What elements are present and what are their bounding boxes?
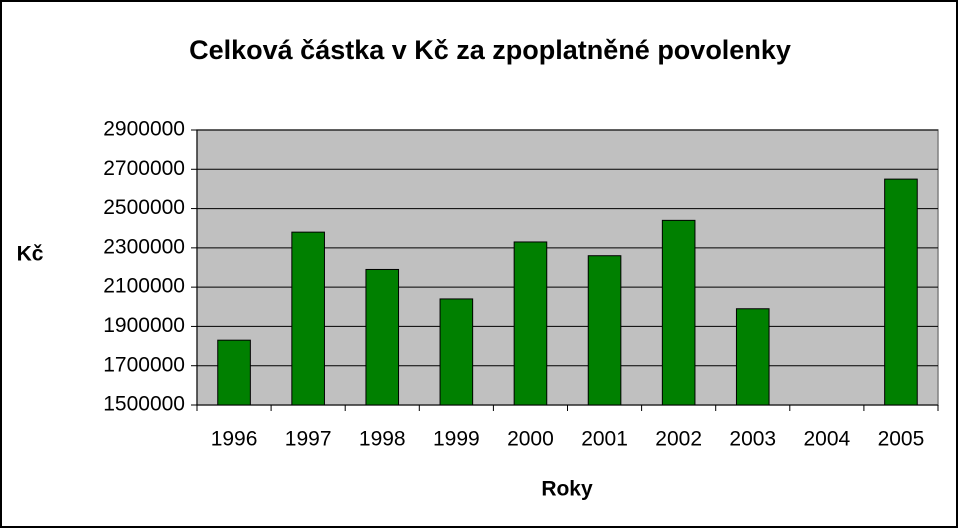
y-tick-label: 1500000: [103, 393, 185, 416]
x-tick-label: 1999: [433, 428, 480, 451]
x-tick-label: 2001: [581, 428, 628, 451]
y-tick-label: 2100000: [103, 275, 185, 298]
x-tick-label: 2000: [507, 428, 554, 451]
y-tick-label: 2300000: [103, 235, 185, 258]
y-tick-label: 1700000: [103, 353, 185, 376]
x-tick-label: 2005: [878, 428, 925, 451]
bar: [365, 268, 400, 406]
bar: [439, 298, 474, 406]
x-tick-label: 1997: [285, 428, 332, 451]
x-tick-label: 1996: [211, 428, 258, 451]
y-tick-label: 1900000: [103, 314, 185, 337]
y-tick-label: 2500000: [103, 196, 185, 219]
bar: [587, 255, 622, 406]
chart-title: Celková částka v Kč za zpoplatněné povol…: [189, 35, 791, 65]
x-tick-label: 1998: [359, 428, 406, 451]
x-tick-label: 2004: [803, 428, 850, 451]
bar: [735, 308, 770, 406]
x-axis-label: Roky: [541, 478, 593, 501]
y-tick-label: 2900000: [103, 118, 185, 141]
x-tick-label: 2003: [729, 428, 776, 451]
y-tick-label: 2700000: [103, 157, 185, 180]
bar: [217, 339, 251, 406]
bar: [513, 241, 548, 406]
y-axis-label: Kč: [17, 243, 44, 266]
x-tick-label: 2002: [655, 428, 702, 451]
bar: [291, 231, 325, 406]
bar: [661, 219, 696, 406]
bar: [884, 178, 918, 406]
